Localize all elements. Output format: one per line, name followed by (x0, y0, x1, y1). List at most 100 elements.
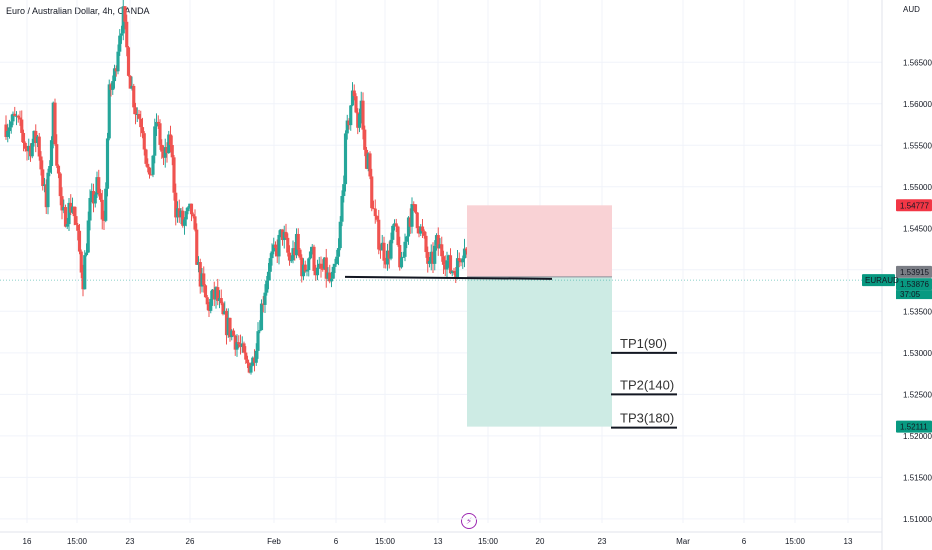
candle-body (315, 267, 320, 276)
time-axis-tick-label: 26 (186, 537, 195, 546)
candle-body (161, 151, 166, 158)
lightning-icon[interactable]: ⚡ (461, 513, 477, 529)
price-label-text: 1.52111 (900, 423, 928, 432)
candle-body (333, 263, 337, 267)
candle-body (412, 204, 416, 206)
candle-body (419, 226, 423, 234)
candle-body (461, 258, 465, 263)
candle-body (133, 107, 138, 115)
candle-body (378, 249, 383, 251)
candle-body (111, 81, 115, 90)
candle-body (123, 6, 127, 22)
candle-body (350, 90, 355, 106)
candle-body (464, 248, 468, 251)
candle-body (331, 266, 335, 279)
candle-body (284, 231, 288, 238)
price-label-text: 1.54777 (900, 201, 929, 210)
candle-body (452, 270, 456, 272)
candle-body (380, 242, 384, 251)
candle-body (84, 252, 89, 256)
support-line (344, 275, 553, 280)
candle-body (368, 153, 372, 177)
candle-body (263, 292, 267, 305)
candle-body (207, 304, 211, 311)
candle-body (237, 342, 241, 345)
candle-body (140, 127, 145, 134)
candle-body (144, 149, 148, 164)
candle-body (25, 148, 29, 152)
candle-body (345, 120, 349, 134)
candle-body (398, 245, 402, 268)
candle-body (336, 248, 341, 257)
candle-body (142, 133, 146, 150)
candle-body (422, 231, 426, 236)
candle-body (100, 199, 104, 220)
candle-body (27, 145, 31, 152)
candle-body (342, 184, 346, 196)
candle-body (403, 241, 407, 257)
candle-body (55, 144, 59, 166)
symbol-label: EURAUD (865, 276, 899, 285)
candle-body (128, 75, 132, 89)
candle-body (72, 206, 76, 217)
candle-body (35, 136, 40, 143)
candle-body (301, 264, 306, 277)
candle-body (294, 233, 299, 256)
candle-body (413, 204, 418, 213)
candle-body (445, 260, 449, 270)
candle-body (410, 204, 414, 227)
candle-body (13, 113, 17, 116)
candle-body (188, 203, 192, 208)
candle-body (224, 310, 229, 336)
candle-body (254, 350, 258, 363)
candle-body (384, 260, 388, 265)
candle-body (377, 219, 381, 250)
candle-body (289, 260, 293, 262)
candle-body (186, 207, 190, 212)
candle-body (182, 219, 187, 226)
candle-body (158, 123, 162, 145)
candle-body (406, 217, 411, 237)
candle-body (259, 303, 264, 331)
stop-loss-zone (467, 205, 612, 277)
candle-body (170, 145, 174, 158)
candle-body (405, 236, 409, 242)
candle-body (160, 144, 164, 152)
candle-body (287, 252, 292, 261)
candle-body (11, 113, 15, 122)
candle-body (198, 262, 202, 287)
time-axis-tick-label: 15:00 (67, 537, 88, 546)
candle-body (455, 258, 460, 279)
candle-body (60, 196, 64, 211)
candle-body (109, 84, 113, 90)
candle-body (417, 228, 421, 234)
symbol-badge (862, 274, 895, 287)
candle-body (441, 256, 446, 265)
candle-body (184, 211, 188, 220)
candle-body (6, 131, 10, 137)
time-axis-tick-label: 15:00 (375, 537, 396, 546)
candle-body (177, 208, 181, 218)
candle-body (382, 242, 386, 261)
candle-body (280, 229, 285, 241)
candle-body (165, 147, 169, 154)
price-axis-tick-label: 1.51500 (903, 473, 932, 482)
candle-body (387, 250, 391, 259)
candle-body (338, 221, 342, 249)
candle-body (56, 165, 61, 174)
candle-body (121, 6, 125, 34)
candle-body (296, 233, 300, 250)
candle-body (328, 272, 332, 282)
candle-body (396, 226, 400, 246)
candle-body (156, 121, 160, 124)
candle-body (191, 214, 195, 217)
candle-body (420, 226, 425, 232)
candle-body (392, 223, 397, 226)
candle-body (51, 102, 55, 141)
candle-body (216, 287, 220, 301)
candle-body (149, 174, 153, 176)
countdown-badge (896, 290, 932, 300)
candle-body (370, 176, 374, 209)
candle-body (107, 84, 111, 139)
